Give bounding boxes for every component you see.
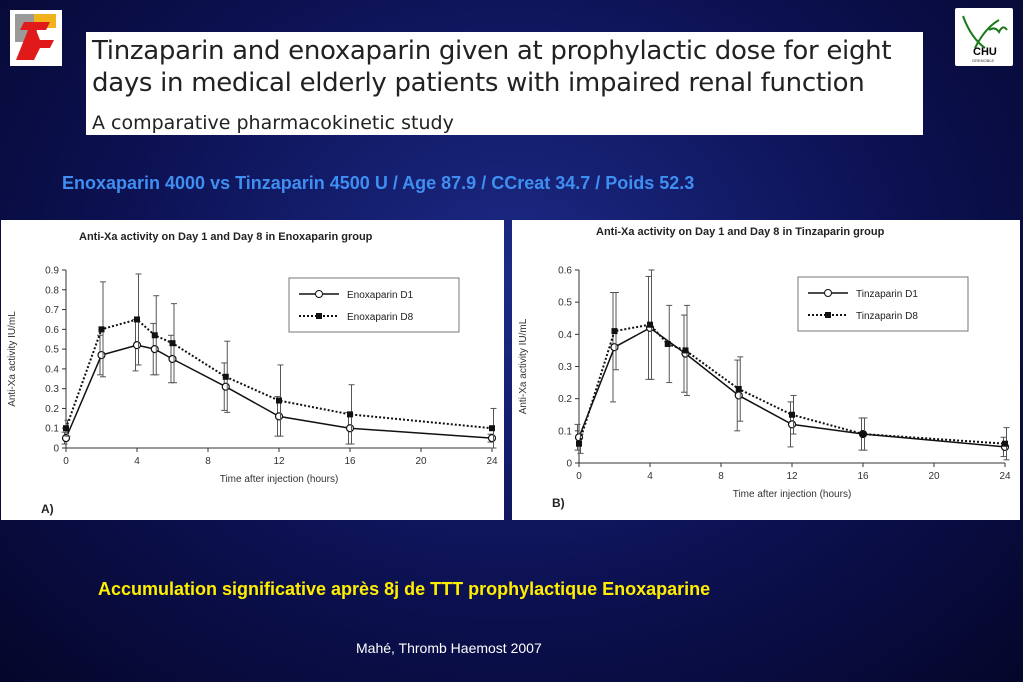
data-point-circle — [610, 343, 619, 352]
legend-label: Tinzaparin D1 — [856, 289, 918, 300]
y-tick-label: 0.6 — [45, 325, 59, 336]
x-tick-label: 16 — [857, 471, 869, 482]
chart-enoxaparin: Anti-Xa activity on Day 1 and Day 8 in E… — [7, 231, 498, 516]
series-line-1 — [578, 327, 1006, 448]
panel-label: A) — [41, 502, 54, 516]
y-tick-label: 0.8 — [45, 285, 59, 296]
data-point-square — [860, 431, 866, 438]
data-point-square — [682, 347, 689, 354]
paper-title-line-1: Tinzaparin and enoxaparin given at proph… — [92, 36, 892, 66]
x-tick-label: 0 — [63, 456, 69, 467]
y-tick-label: 0.5 — [558, 298, 572, 309]
data-point-circle — [734, 391, 743, 400]
data-point-circle — [97, 350, 106, 360]
data-point-square — [611, 328, 618, 335]
y-tick-label: 0.1 — [45, 424, 59, 435]
data-point-square — [98, 326, 105, 333]
y-tick-label: 0.4 — [558, 330, 572, 341]
data-point-square — [576, 440, 582, 447]
y-tick-label: 0 — [566, 459, 572, 470]
data-point-square — [664, 340, 671, 347]
data-point-square — [1002, 440, 1008, 447]
legend-box — [288, 277, 460, 333]
x-tick-label: 20 — [415, 456, 427, 467]
legend-box — [797, 276, 969, 332]
chart-panel-enoxaparin: Anti-Xa activity on Day 1 and Day 8 in E… — [1, 220, 504, 520]
chart-title: Anti-Xa activity on Day 1 and Day 8 in E… — [79, 231, 373, 243]
x-tick-label: 0 — [576, 471, 582, 482]
y-tick-label: 0.2 — [45, 404, 59, 415]
series-line-2 — [65, 318, 493, 430]
legend-marker-circle — [315, 290, 323, 298]
data-point-circle — [274, 412, 284, 421]
data-point-circle — [787, 420, 797, 429]
panel-label: B) — [552, 496, 565, 510]
logo-chu-text: CHU — [973, 46, 997, 58]
data-point-circle — [150, 345, 159, 354]
y-tick-label: 0.3 — [45, 384, 59, 395]
y-axis-label: Anti-Xa activity IU/mL — [518, 318, 529, 414]
y-tick-label: 0.7 — [45, 305, 59, 316]
x-tick-label: 24 — [999, 471, 1011, 482]
logo-signature-icon — [962, 15, 1008, 49]
logo-grenoble-text: GRENOBLE — [972, 58, 995, 63]
y-tick-label: 0.2 — [558, 394, 572, 405]
y-axis-label: Anti-Xa activity IU/mL — [7, 311, 18, 407]
data-point-square — [347, 411, 353, 418]
data-point-square — [151, 332, 158, 339]
y-tick-label: 0.6 — [558, 266, 572, 277]
data-point-square — [789, 411, 795, 418]
x-tick-label: 12 — [273, 456, 285, 467]
paper-title-line-2: days in medical elderly patients with im… — [92, 68, 865, 98]
data-point-circle — [221, 382, 230, 391]
legend-label: Enoxaparin D1 — [347, 290, 414, 301]
data-point-circle — [345, 424, 355, 433]
y-tick-label: 0.1 — [558, 426, 572, 437]
legend-label: Tinzaparin D8 — [856, 311, 918, 322]
data-point-circle — [132, 341, 142, 350]
conclusion-text: Accumulation significative après 8j de T… — [98, 579, 711, 599]
x-tick-label: 8 — [718, 471, 724, 482]
x-axis-label: Time after injection (hours) — [733, 489, 852, 500]
chart-title: Anti-Xa activity on Day 1 and Day 8 in T… — [596, 226, 885, 238]
series-line-1 — [65, 344, 493, 439]
data-point-circle — [487, 434, 497, 443]
data-point-square — [169, 340, 176, 347]
x-tick-label: 20 — [928, 471, 940, 482]
data-point-square — [222, 373, 229, 380]
reference-citation: Mahé, Thromb Haemost 2007 — [356, 640, 542, 656]
x-tick-label: 4 — [647, 471, 653, 482]
data-point-square — [735, 386, 742, 393]
legend-marker-square — [316, 313, 322, 319]
chart-tinzaparin: Anti-Xa activity on Day 1 and Day 8 in T… — [518, 226, 1011, 510]
data-point-square — [489, 425, 495, 432]
data-point-square — [276, 397, 282, 404]
chart-panel-tinzaparin: Anti-Xa activity on Day 1 and Day 8 in T… — [512, 220, 1020, 520]
y-tick-label: 0.3 — [558, 362, 572, 373]
paper-title-box: Tinzaparin and enoxaparin given at proph… — [86, 32, 923, 135]
y-tick-label: 0.5 — [45, 345, 59, 356]
x-axis-label: Time after injection (hours) — [220, 474, 339, 485]
data-point-circle — [168, 354, 177, 364]
legend-marker-square — [825, 312, 831, 318]
series-line-2 — [578, 323, 1006, 445]
paper-subtitle: A comparative pharmacokinetic study — [92, 112, 454, 134]
data-point-square — [647, 321, 653, 328]
institution-logo-left — [10, 10, 62, 66]
y-tick-label: 0 — [53, 444, 59, 455]
data-point-square — [134, 316, 140, 323]
x-tick-label: 16 — [344, 456, 356, 467]
y-tick-label: 0.4 — [45, 364, 59, 375]
data-point-square — [63, 425, 69, 432]
y-tick-label: 0.9 — [45, 266, 59, 277]
legend-marker-circle — [824, 289, 832, 297]
chu-grenoble-logo: CHU GRENOBLE — [955, 8, 1013, 66]
x-tick-label: 4 — [134, 456, 140, 467]
x-tick-label: 24 — [486, 456, 498, 467]
legend-label: Enoxaparin D8 — [347, 312, 414, 323]
logo-cross-icon — [16, 22, 54, 60]
x-tick-label: 12 — [786, 471, 798, 482]
study-headline: Enoxaparin 4000 vs Tinzaparin 4500 U / A… — [62, 173, 695, 193]
x-tick-label: 8 — [205, 456, 211, 467]
